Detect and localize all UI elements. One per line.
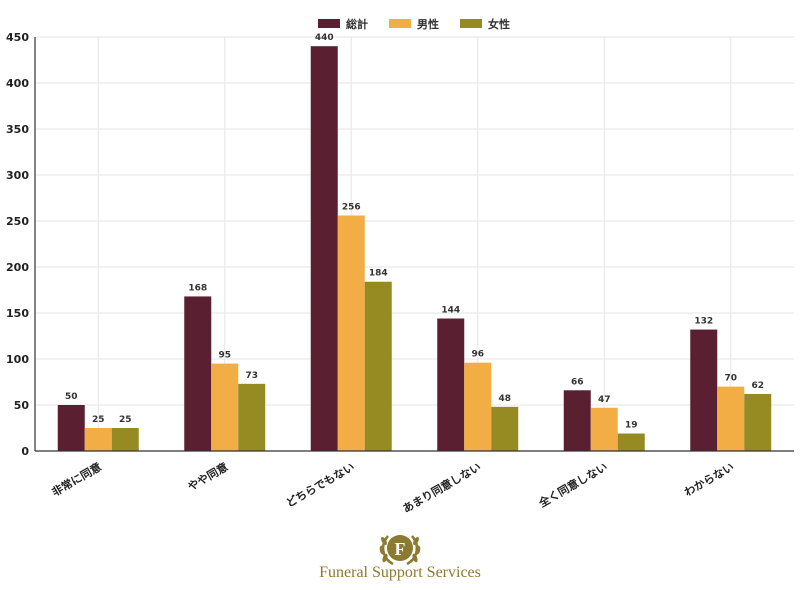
y-tick-label: 400 (6, 77, 29, 90)
bar-総計 (563, 390, 591, 451)
bar-男性 (337, 215, 365, 451)
y-tick-label: 350 (6, 123, 29, 136)
brand-name: Funeral Support Services (319, 564, 481, 581)
legend-label: 総計 (346, 17, 368, 31)
bar-女性 (364, 281, 392, 451)
data-label: 184 (369, 269, 388, 279)
legend-swatch (389, 19, 411, 28)
x-tick-label: 全く同意しない (535, 459, 610, 510)
data-label: 144 (441, 306, 460, 316)
bar-女性 (491, 406, 519, 451)
logo-letter: F (395, 539, 406, 559)
legend-swatch (460, 19, 482, 28)
bar-総計 (57, 405, 85, 451)
legend: 総計 男性 女性 (318, 17, 510, 31)
legend-label: 女性 (488, 17, 510, 31)
data-label: 25 (119, 415, 132, 425)
y-tick-label: 50 (14, 399, 30, 412)
x-tick-label: やや同意 (185, 459, 230, 493)
bar-男性 (464, 362, 492, 451)
data-label: 73 (245, 371, 258, 381)
x-tick-label: わからない (682, 460, 736, 499)
grid-lines (35, 36, 794, 452)
x-tick-label: あまり同意しない (400, 459, 483, 515)
bar-女性 (617, 433, 645, 451)
y-tick-label: 300 (6, 169, 29, 182)
logo-circle (387, 535, 413, 561)
legend-swatch (318, 19, 340, 28)
x-tick-label: 非常に同意 (49, 459, 104, 499)
brand-logo: F Funeral Support Services (319, 535, 481, 581)
data-label: 19 (625, 421, 638, 431)
bar-女性 (238, 383, 266, 451)
bar-女性 (111, 428, 139, 451)
bars-group (57, 46, 772, 451)
y-tick-label: 450 (6, 31, 29, 44)
bar-男性 (717, 386, 745, 451)
data-label: 47 (598, 395, 611, 405)
data-label: 70 (724, 374, 737, 384)
data-label: 25 (92, 415, 105, 425)
data-label: 50 (65, 392, 78, 402)
data-labels-group: 50 25 25 168 95 73 440 256 184 144 96 48 66 47 19 132 70… (65, 33, 764, 430)
bar-総計 (690, 329, 718, 451)
bar-女性 (744, 393, 772, 451)
bar-総計 (437, 318, 465, 451)
x-tick-label: どちらでもない (284, 460, 357, 510)
bar-男性 (211, 363, 239, 451)
y-tick-label: 150 (6, 307, 29, 320)
laurel-wreath-icon (379, 535, 421, 566)
y-tick-label: 0 (21, 445, 29, 458)
data-label: 132 (694, 317, 713, 327)
bar-男性 (84, 428, 112, 451)
bar-男性 (590, 407, 618, 451)
data-label: 96 (471, 350, 484, 360)
data-label: 62 (751, 381, 764, 391)
y-tick-label: 200 (6, 261, 29, 274)
x-tick-labels: 非常に同意 やや同意 どちらでもない あまり同意しない 全く同意しない わからない (49, 459, 736, 515)
data-label: 440 (315, 33, 334, 43)
bar-総計 (310, 46, 338, 451)
y-tick-label: 250 (6, 215, 29, 228)
data-label: 95 (218, 351, 231, 361)
bar-総計 (184, 296, 212, 451)
y-tick-labels: 0 50 100 150 200 250 300 350 400 450 (6, 31, 29, 458)
data-label: 256 (342, 202, 361, 212)
y-tick-label: 100 (6, 353, 29, 366)
axes-group (34, 37, 794, 452)
data-label: 48 (498, 394, 511, 404)
data-label: 66 (571, 377, 584, 387)
legend-label: 男性 (417, 17, 439, 31)
data-label: 168 (188, 283, 207, 293)
